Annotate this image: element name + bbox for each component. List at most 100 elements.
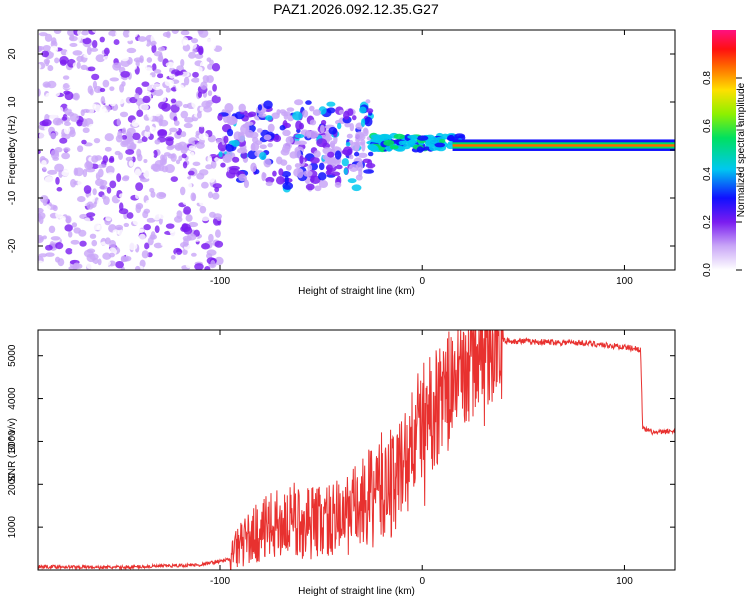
spectrogram-cell (41, 50, 50, 58)
spectrogram-cell (45, 188, 55, 197)
spectrogram-cell (86, 212, 96, 218)
spectrogram-cell (50, 149, 60, 157)
spectrogram-cell (38, 88, 41, 97)
spectrogram-cell (199, 205, 207, 214)
spectrogram-cell (145, 199, 153, 208)
spectrogram-cell (92, 80, 98, 90)
spectrogram-cell (181, 223, 192, 233)
spectrogram-cell (106, 186, 112, 194)
spectrogram-cell (398, 140, 406, 146)
spectrogram-cell (434, 142, 446, 148)
x-tick-label: 0 (419, 576, 425, 587)
spectrogram-cell (72, 92, 80, 101)
colorbar-tick-label: 0.2 (702, 215, 713, 229)
spectrogram-cell (135, 193, 140, 200)
spectrogram-cell (132, 218, 141, 226)
spectrogram-cell (76, 55, 84, 63)
spectrogram-cell (271, 112, 280, 120)
spectrogram-cell (360, 118, 366, 127)
spectrogram-cell (170, 255, 176, 260)
spectrogram-cell (104, 237, 111, 245)
spectrogram-cell (67, 230, 73, 238)
spectrogram-cell (101, 227, 106, 234)
spectrogram-cell (366, 108, 374, 114)
spectrogram-cell (158, 211, 165, 220)
spectrogram-cell (351, 184, 362, 192)
spectrogram-cell (119, 83, 125, 93)
spectrogram-cell (108, 30, 118, 37)
spectrogram-cell (379, 133, 391, 139)
spectrogram-cell (307, 164, 313, 172)
spectrogram-cell (355, 131, 365, 140)
spectrogram-cell (117, 130, 123, 139)
spectrogram-cell (367, 151, 374, 157)
spectrogram-cell (207, 63, 214, 70)
spectrogram-cell (263, 100, 273, 110)
spectrogram-cell (139, 103, 149, 111)
spectrogram-cell (272, 134, 282, 143)
spectrogram-cell (89, 88, 94, 96)
spectrogram-cell (407, 134, 419, 139)
y-tick-label: -10 (7, 190, 18, 205)
spectrogram-cell (265, 176, 275, 184)
spectrogram-cell (207, 118, 214, 126)
spectrogram-cell (47, 65, 54, 72)
spectrogram-cell (105, 215, 112, 222)
y-tick-label: 10 (7, 96, 18, 108)
spectrogram-cell (65, 49, 75, 59)
spectrogram-cell (367, 144, 378, 151)
spectrogram-cell (45, 59, 50, 67)
spectrogram-cell (180, 131, 187, 138)
spectrogram-cell (77, 30, 84, 36)
spectrogram-cell (309, 157, 320, 164)
spectrogram-cell (119, 111, 129, 118)
spectrogram-cell (64, 91, 74, 101)
spectrogram-cell (330, 171, 341, 177)
spectrogram-cell (77, 196, 86, 203)
y-tick-label: 2000 (7, 473, 18, 496)
spectrogram-cell (149, 234, 158, 240)
spectrogram-cell (121, 140, 129, 146)
spectrogram-cell (138, 233, 146, 241)
spectrogram-cell (54, 57, 60, 64)
y-tick-label: 5000 (7, 344, 18, 367)
spectrogram-cell (190, 151, 195, 158)
spectrogram-cell (123, 222, 130, 228)
spectrogram-cell (166, 145, 175, 151)
spectrogram-cell (160, 241, 168, 247)
spectrogram-cell (209, 30, 219, 37)
spectrogram-cell (454, 133, 465, 139)
spectrogram-cell (169, 127, 178, 133)
spectrogram-cell (77, 98, 84, 107)
y-tick-label: -20 (7, 238, 18, 253)
spectrogram-cell (157, 129, 168, 138)
spectrogram-cell (86, 262, 96, 270)
spectrogram-cell (194, 263, 204, 270)
spectrogram-cell (108, 252, 115, 258)
spectrogram-cell (183, 206, 192, 215)
spectrogram-cell (104, 133, 114, 142)
spectrogram-cell (71, 77, 79, 86)
spectrogram-cell (53, 30, 62, 35)
spectrogram-cell (137, 36, 147, 42)
spectrogram-cell (47, 169, 58, 175)
spectrogram-cell (165, 62, 175, 68)
spectrogram-cell (109, 77, 120, 82)
spectrogram-cell (86, 46, 92, 55)
spectrogram-cell (279, 125, 286, 131)
spectrogram-cell (109, 155, 115, 162)
spectrogram-cell (201, 243, 211, 250)
spectrogram-cell (267, 123, 275, 133)
spectrogram-cell (70, 239, 80, 245)
snr-ylabel: SNR (10 * v/v) (7, 418, 18, 482)
spectrogram-cell (152, 83, 162, 91)
spectrogram-cell (50, 132, 57, 140)
spectrogram-cell (61, 170, 70, 177)
spectrogram-cell (182, 161, 188, 169)
spectrogram-cell (353, 151, 360, 157)
spectrogram-cell (345, 142, 351, 147)
spectrogram-cell (281, 111, 291, 117)
spectrogram-cell (86, 253, 96, 263)
spectrogram-cell (294, 99, 304, 106)
